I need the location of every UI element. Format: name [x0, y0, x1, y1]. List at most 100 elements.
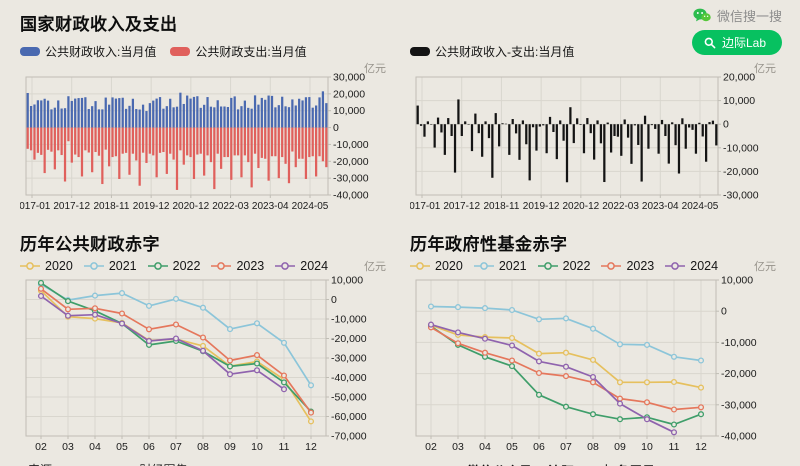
y-tick-label: -10,000 — [333, 139, 369, 151]
legend-label: 2021 — [108, 259, 137, 273]
x-tick-label: 04 — [479, 441, 491, 453]
legend-label: 2022 — [562, 259, 591, 273]
y-tick-label: 10,000 — [723, 95, 755, 107]
legend-label: 2020 — [435, 259, 463, 273]
x-tick-label: 2023-04 — [642, 201, 679, 212]
y-tick-label: 10,000 — [721, 276, 753, 287]
y-tick-label: 10,000 — [333, 105, 365, 117]
x-tick-label: 02 — [425, 441, 437, 453]
legend-item: 2020 — [410, 259, 463, 273]
x-tick-label: 2022-03 — [212, 201, 249, 212]
legend-swatch-icon — [170, 46, 191, 56]
x-tick-label: 02 — [35, 441, 47, 453]
x-tick-label: 2022-03 — [602, 201, 639, 212]
legend-swatch-icon — [20, 46, 40, 56]
public-deficit-line-plot: 02 03 04 05 06 07 08 09 10 11 12 10,000 0 -10,000 -20,… — [25, 276, 367, 453]
line-series — [37, 285, 315, 416]
legend-marker-icon — [601, 262, 622, 270]
x-tick-label: 12 — [695, 441, 707, 453]
legend-marker-icon — [665, 262, 686, 270]
bottom-chart-row: 历年公共财政赤字 2020 2021 2022 2023 2024 亿元 02 03 04 0… — [0, 223, 800, 460]
legend-item: 2022 — [147, 259, 200, 273]
y-tick-label: -40,000 — [721, 431, 757, 443]
legend-marker-icon — [147, 262, 168, 270]
x-tick-label: 2024-05 — [682, 201, 719, 212]
gov-fund-deficit-chart: 历年政府性基金赤字 2020 2021 2022 2023 2024 亿元 02 03 04… — [410, 227, 784, 460]
legend-label: 公共财政收入-支出:当月值 — [435, 44, 575, 59]
unit-label: 亿元 — [754, 261, 776, 273]
x-tick-label: 2017-12 — [53, 201, 90, 212]
line-series — [427, 321, 678, 436]
x-tick-label: 11 — [279, 441, 290, 453]
wechat-search-hint: 微信搜一搜 — [693, 6, 782, 25]
y-tick-label: -30,000 — [333, 173, 369, 185]
x-tick-label: 06 — [143, 441, 155, 453]
y-tick-label: -30,000 — [721, 399, 757, 411]
bar-series — [26, 127, 328, 190]
legend: 2020 2021 2022 2023 2024 亿元 — [20, 256, 394, 276]
legend-swatch-icon — [410, 46, 430, 56]
x-tick-label: 11 — [669, 441, 680, 453]
y-tick-label: -40,000 — [331, 372, 367, 384]
x-tick-label: 05 — [116, 441, 128, 453]
y-tick-label: -20,000 — [723, 166, 759, 178]
wechat-search-button[interactable]: 边际Lab — [691, 30, 782, 55]
unit-label: 亿元 — [364, 63, 386, 75]
y-tick-label: -10,000 — [721, 337, 757, 349]
y-tick-label: -10,000 — [723, 142, 759, 154]
x-tick-label: 2023-04 — [252, 201, 289, 212]
y-tick-label: -20,000 — [333, 156, 369, 168]
x-tick-label: 07 — [170, 441, 182, 453]
legend-label: 2020 — [45, 259, 73, 273]
gridlines: 02 03 04 05 06 07 08 09 10 11 12 10,000 0 -10,000 -20,… — [416, 276, 757, 453]
y-tick-label: 0 — [723, 119, 729, 131]
line-series — [37, 281, 315, 389]
line-series — [427, 303, 705, 364]
legend-item: 2023 — [211, 259, 264, 273]
x-tick-label: 2020-12 — [173, 201, 210, 212]
legend-item: 2021 — [83, 259, 137, 273]
legend-item: 2024 — [665, 259, 718, 273]
bar-series — [26, 91, 328, 128]
y-tick-label: -30,000 — [723, 190, 759, 202]
legend-item: 2020 — [20, 259, 73, 273]
footer: 来源:Wind，FinGraph财经图集 微信公众号： 边际Lab ｜ 备用号：… — [0, 460, 800, 466]
legend-item: 2024 — [275, 259, 328, 273]
x-tick-label: 2017-01 — [410, 201, 441, 212]
x-tick-label: 04 — [89, 441, 101, 453]
y-tick-label: -20,000 — [721, 368, 757, 380]
legend-label: 2024 — [300, 259, 329, 273]
x-tick-label: 05 — [506, 441, 518, 453]
y-tick-label: -40,000 — [333, 190, 369, 202]
x-tick-label: 2017-12 — [443, 201, 480, 212]
legend-marker-icon — [410, 262, 430, 270]
page-title: 国家财政收入及支出 — [20, 15, 178, 34]
legend-marker-icon — [275, 262, 296, 270]
x-tick-label: 10 — [641, 441, 653, 453]
wechat-logo-icon — [693, 8, 711, 22]
y-tick-label: 0 — [331, 294, 337, 306]
y-tick-label: 10,000 — [331, 276, 363, 287]
legend-label: 2024 — [690, 259, 719, 273]
x-tick-label: 10 — [251, 441, 263, 453]
source-note: 来源:Wind，FinGraph财经图集 — [20, 461, 394, 466]
y-tick-label: 20,000 — [723, 73, 755, 84]
legend-item: 2023 — [601, 259, 654, 273]
legend-marker-icon — [20, 262, 40, 270]
x-tick-label: 07 — [560, 441, 572, 453]
legend: 2020 2021 2022 2023 2024 亿元 — [410, 256, 784, 276]
y-tick-label: 30,000 — [333, 73, 365, 84]
bar-series — [416, 99, 718, 183]
x-tick-label: 2024-05 — [292, 201, 329, 212]
line-series — [37, 292, 288, 393]
x-tick-label: 2019-12 — [523, 201, 560, 212]
x-tick-label: 2017-01 — [20, 201, 51, 212]
y-tick-label: -10,000 — [331, 314, 367, 326]
gov-fund-deficit-line-plot: 02 03 04 05 06 07 08 09 10 11 12 10,000 0 -10,000 -20,… — [415, 276, 757, 453]
y-tick-label: 0 — [721, 306, 727, 318]
unit-label: 亿元 — [364, 261, 386, 273]
legend-marker-icon — [83, 262, 104, 270]
y-tick-label: 20,000 — [333, 88, 365, 100]
